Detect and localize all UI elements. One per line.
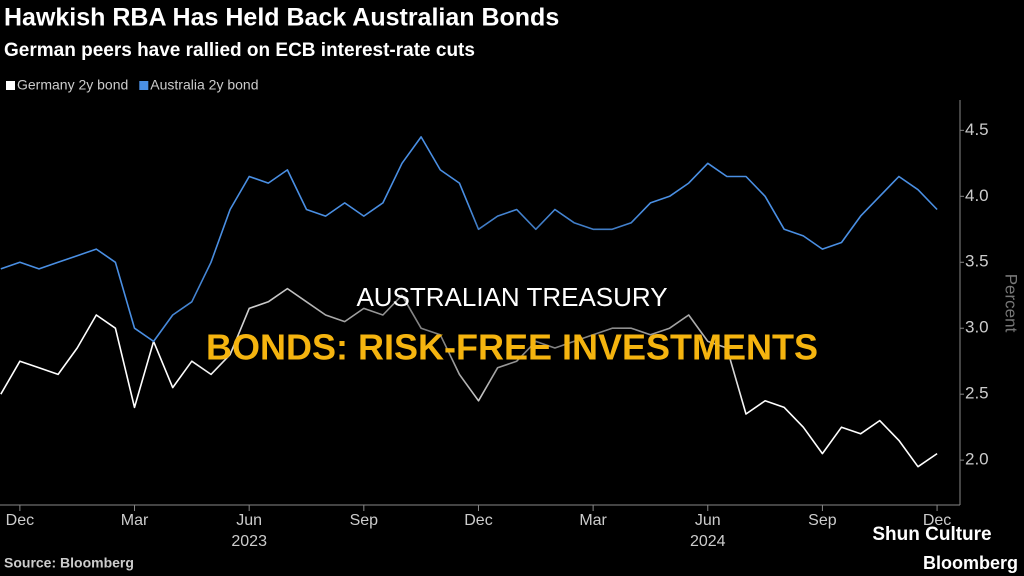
x-tick-label: Jun [695, 512, 721, 529]
chart-title: Hawkish RBA Has Held Back Australian Bon… [4, 4, 559, 32]
x-tick-label: Mar [579, 512, 607, 529]
overlay-line1: AUSTRALIAN TREASURY [356, 282, 667, 312]
x-tick-label: Dec [923, 512, 951, 529]
legend-swatch [6, 81, 15, 90]
watermark: Shun Culture [872, 524, 991, 545]
overlay-line2: BONDS: RISK-FREE INVESTMENTS [206, 327, 818, 368]
legend-swatch [139, 81, 149, 90]
x-tick-label: Sep [350, 512, 379, 529]
source: Source: Bloomberg [4, 555, 134, 571]
y-axis-label: Percent [1002, 274, 1021, 333]
x-tick-label: Mar [121, 512, 149, 529]
y-tick-label: 3.0 [965, 318, 989, 337]
x-tick-label: Jun [236, 512, 262, 529]
legend-label: Germany 2y bond [17, 77, 128, 93]
legend-label: Australia 2y bond [150, 77, 258, 93]
chart-subtitle: German peers have rallied on ECB interes… [4, 40, 475, 61]
y-tick-label: 4.5 [965, 120, 989, 139]
y-tick-label: 2.5 [965, 384, 989, 403]
x-tick-label: Dec [6, 512, 34, 529]
brand-logo: Bloomberg [923, 553, 1018, 573]
y-tick-label: 3.5 [965, 252, 989, 271]
x-year-label: 2024 [690, 533, 726, 550]
overlay-shade [140, 200, 880, 440]
x-tick-label: Dec [464, 512, 492, 529]
y-tick-label: 2.0 [965, 450, 989, 469]
x-year-label: 2023 [231, 533, 267, 550]
x-tick-label: Sep [808, 512, 837, 529]
y-tick-label: 4.0 [965, 186, 989, 205]
